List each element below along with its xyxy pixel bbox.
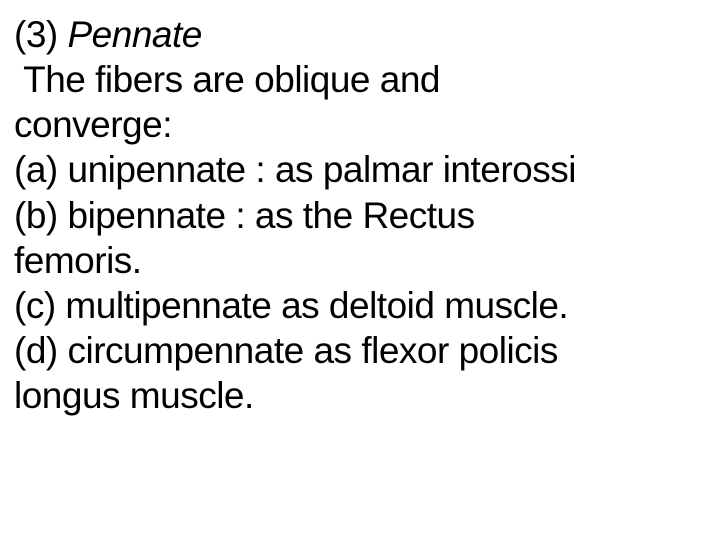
- item-b-line-2: femoris.: [14, 238, 706, 283]
- item-d-line-2: longus muscle.: [14, 373, 706, 418]
- intro-text-1: The fibers are oblique and: [14, 59, 440, 100]
- document-content: (3) Pennate The fibers are oblique and c…: [14, 12, 706, 418]
- heading-term: Pennate: [68, 14, 202, 55]
- item-b-line-1: (b) bipennate : as the Rectus: [14, 193, 706, 238]
- item-d-line-1: (d) circumpennate as flexor policis: [14, 328, 706, 373]
- intro-line-2: converge:: [14, 102, 706, 147]
- heading-number: (3): [14, 14, 68, 55]
- item-a-line-1: (a) unipennate : as palmar interossi: [14, 147, 706, 192]
- intro-line-1: The fibers are oblique and: [14, 57, 706, 102]
- item-c-line-1: (c) multipennate as deltoid muscle.: [14, 283, 706, 328]
- heading-line: (3) Pennate: [14, 12, 706, 57]
